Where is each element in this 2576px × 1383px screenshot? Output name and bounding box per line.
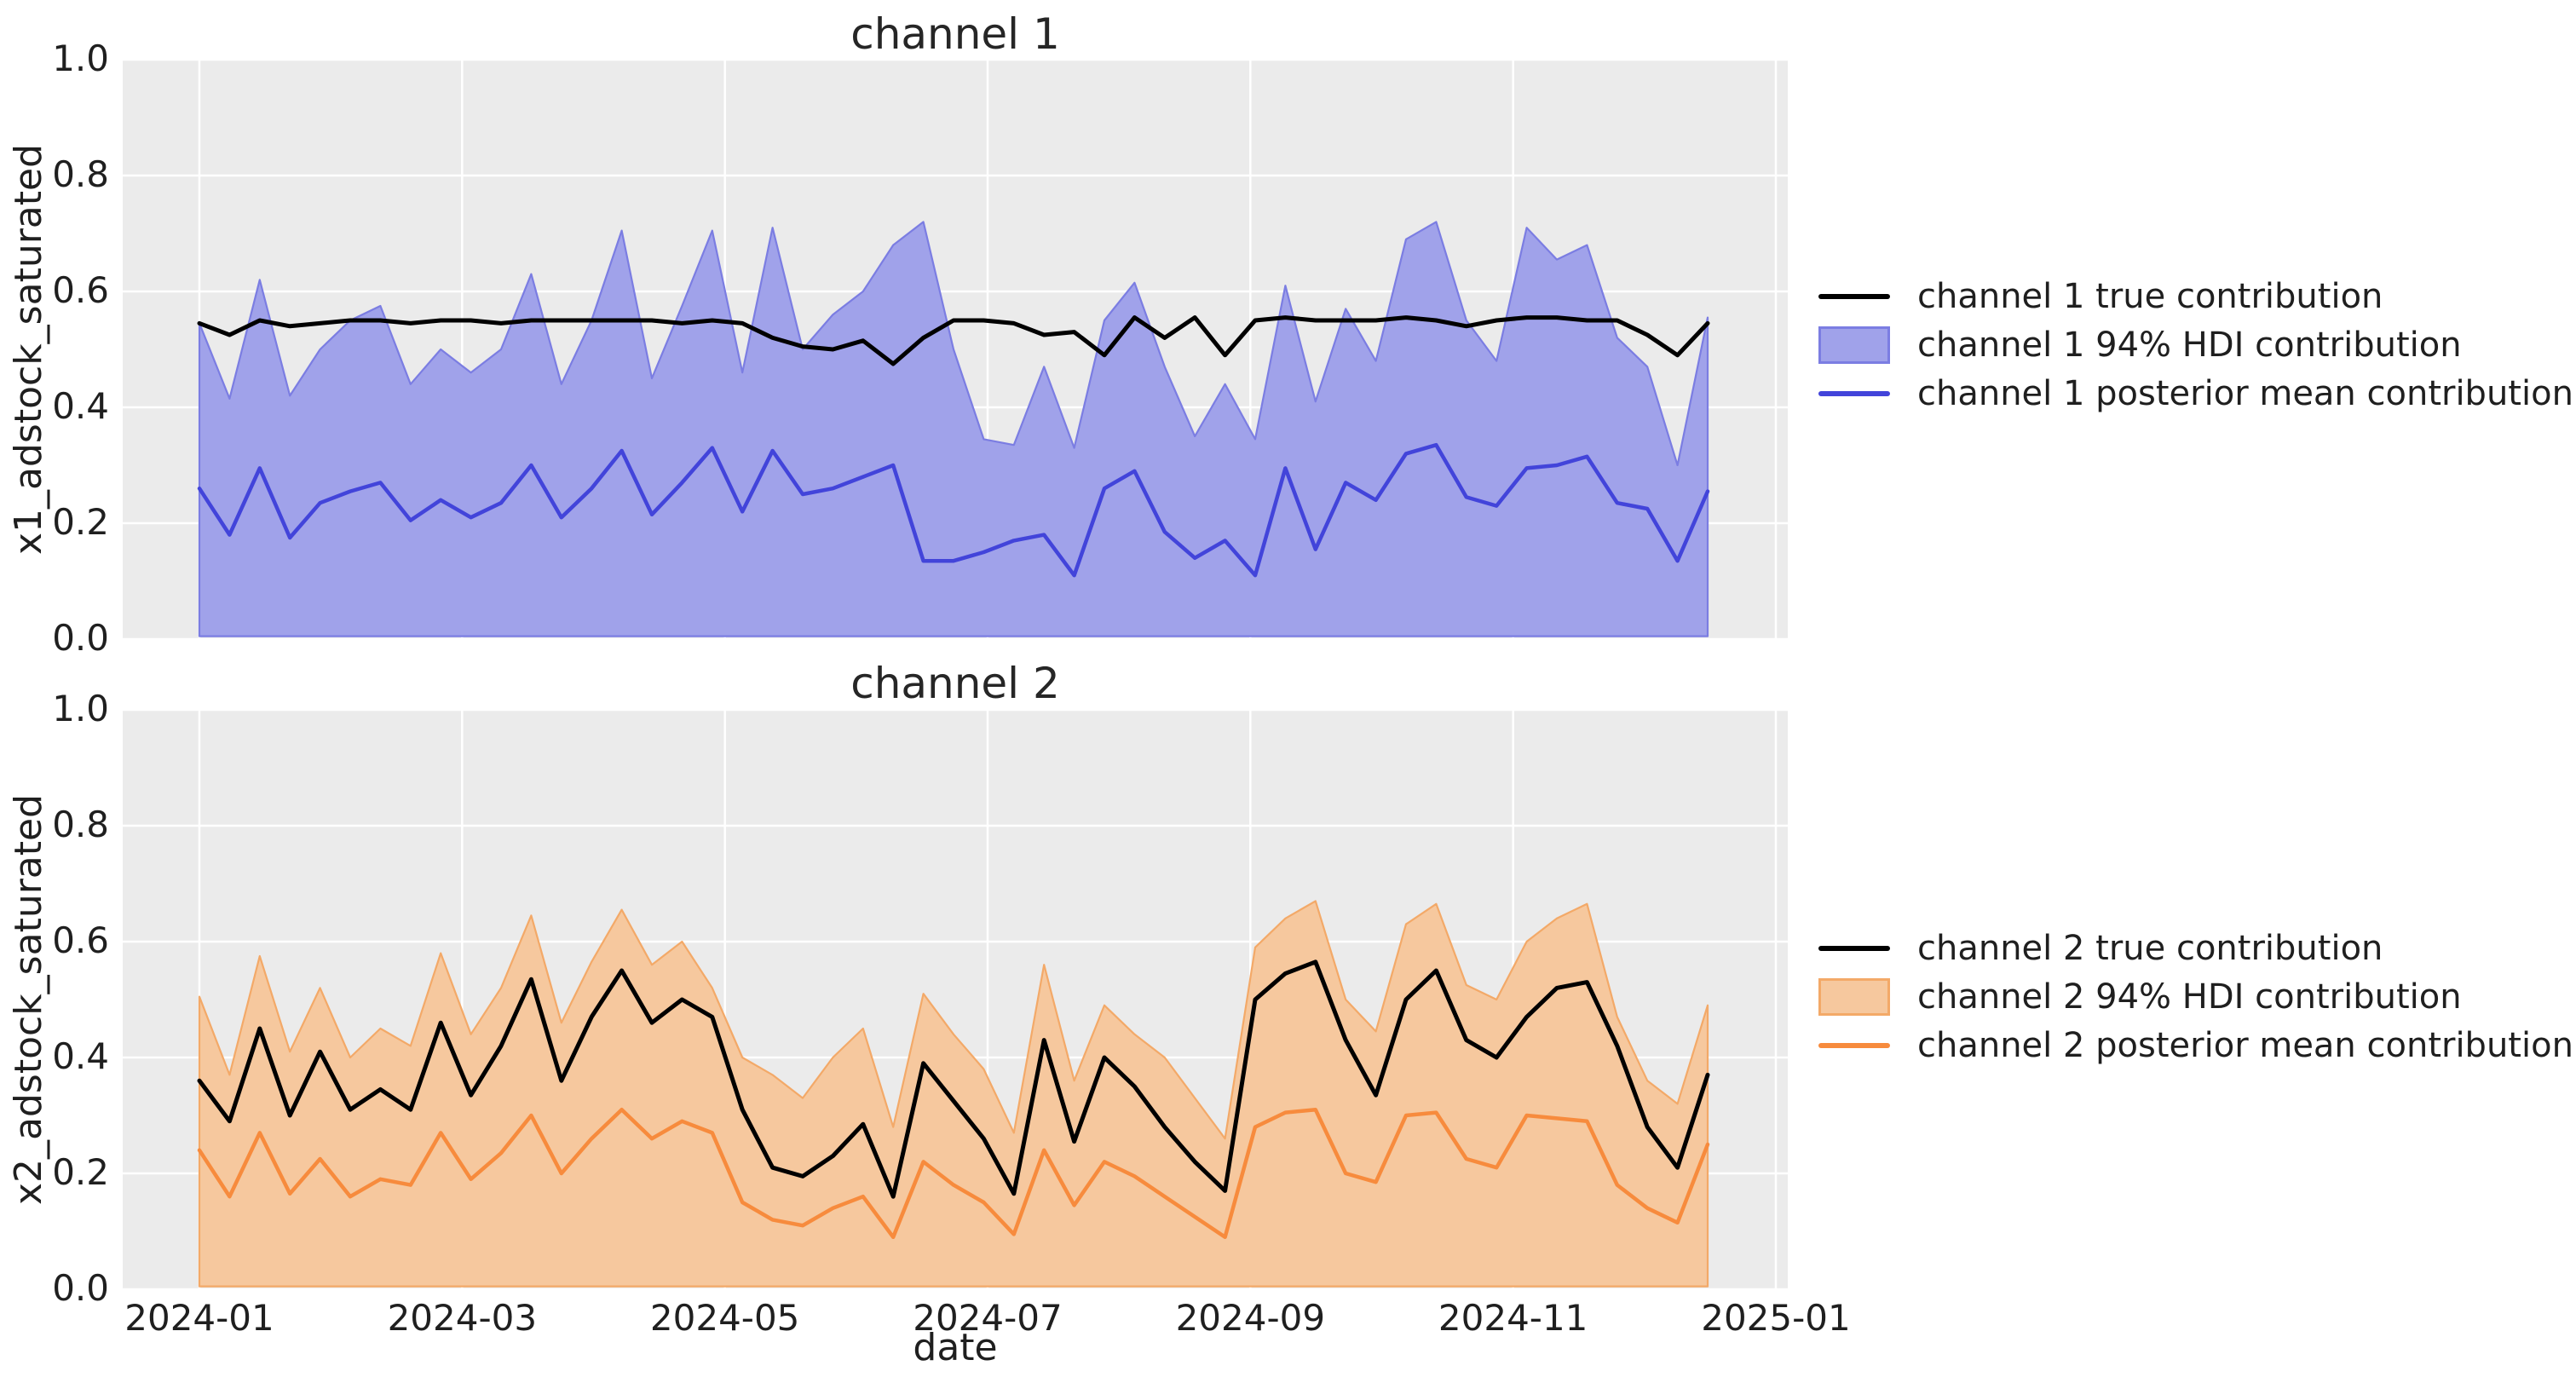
posterior-mean-line-swatch-1 <box>1818 390 1890 396</box>
y-axis-label-channel-2: x2_adstock_saturated <box>7 793 50 1206</box>
x-tick-label: 2024-01 <box>124 1297 274 1339</box>
legend-item-hdi-1: channel 1 94% HDI contribution <box>1818 320 2573 369</box>
x-tick-label: 2024-05 <box>649 1297 800 1339</box>
legend-label: channel 1 posterior mean contribution <box>1917 373 2573 413</box>
legend-label: channel 1 true contribution <box>1917 276 2383 316</box>
x-tick-label: 2024-03 <box>387 1297 538 1339</box>
x-tick-label: 2025-01 <box>1701 1297 1851 1339</box>
y-tick-label: 0.4 <box>52 1035 109 1077</box>
y-tick-label: 0.2 <box>52 501 109 543</box>
y-tick-label: 0.2 <box>52 1151 109 1193</box>
y-tick-label: 0.8 <box>52 804 109 845</box>
posterior-mean-line-channel-1 <box>197 442 1710 578</box>
x-tick-label: 2024-07 <box>913 1297 1063 1339</box>
legend-label: channel 2 94% HDI contribution <box>1917 977 2462 1017</box>
legend-channel-1: channel 1 true contribution channel 1 94… <box>1818 272 2573 418</box>
true-line-channel-2 <box>197 959 1710 1199</box>
y-tick-label: 0.6 <box>52 269 109 311</box>
posterior-mean-line-channel-2 <box>197 1107 1710 1240</box>
true-line-channel-1 <box>197 315 1710 366</box>
legend-label: channel 2 true contribution <box>1917 928 2383 968</box>
y-tick-label: 1.0 <box>52 37 109 79</box>
legend-item-hdi-2: channel 2 94% HDI contribution <box>1818 972 2573 1021</box>
hdi-band-channel-1 <box>198 221 1709 637</box>
legend-label: channel 2 posterior mean contribution <box>1917 1025 2573 1065</box>
y-tick-label: 0.4 <box>52 385 109 427</box>
y-tick-label: 1.0 <box>52 688 109 729</box>
legend-item-posterior-mean-1: channel 1 posterior mean contribution <box>1818 369 2573 418</box>
y-axis-label-channel-1: x1_adstock_saturated <box>7 143 50 556</box>
subplot-title-channel-2: channel 2 <box>850 659 1060 708</box>
x-tick-label: 2024-11 <box>1438 1297 1588 1339</box>
legend-item-true-1: channel 1 true contribution <box>1818 272 2573 320</box>
legend-label: channel 1 94% HDI contribution <box>1917 325 2462 365</box>
x-tick-label: 2024-09 <box>1175 1297 1326 1339</box>
posterior-mean-line-swatch-2 <box>1818 1042 1890 1048</box>
legend-item-posterior-mean-2: channel 2 posterior mean contribution <box>1818 1021 2573 1069</box>
hdi-band-swatch-1 <box>1818 326 1890 364</box>
y-tick-label: 0.8 <box>52 153 109 195</box>
true-line-swatch-2 <box>1818 945 1890 951</box>
legend-item-true-2: channel 2 true contribution <box>1818 924 2573 972</box>
x-axis-label: date <box>913 1326 998 1369</box>
y-tick-label: 0.6 <box>52 919 109 961</box>
subplot-title-channel-1: channel 1 <box>850 9 1060 59</box>
true-line-swatch-1 <box>1818 293 1890 299</box>
y-tick-label: 0.0 <box>52 617 109 659</box>
y-tick-label: 0.0 <box>52 1267 109 1309</box>
legend-channel-2: channel 2 true contribution channel 2 94… <box>1818 924 2573 1069</box>
hdi-band-swatch-2 <box>1818 977 1890 1016</box>
